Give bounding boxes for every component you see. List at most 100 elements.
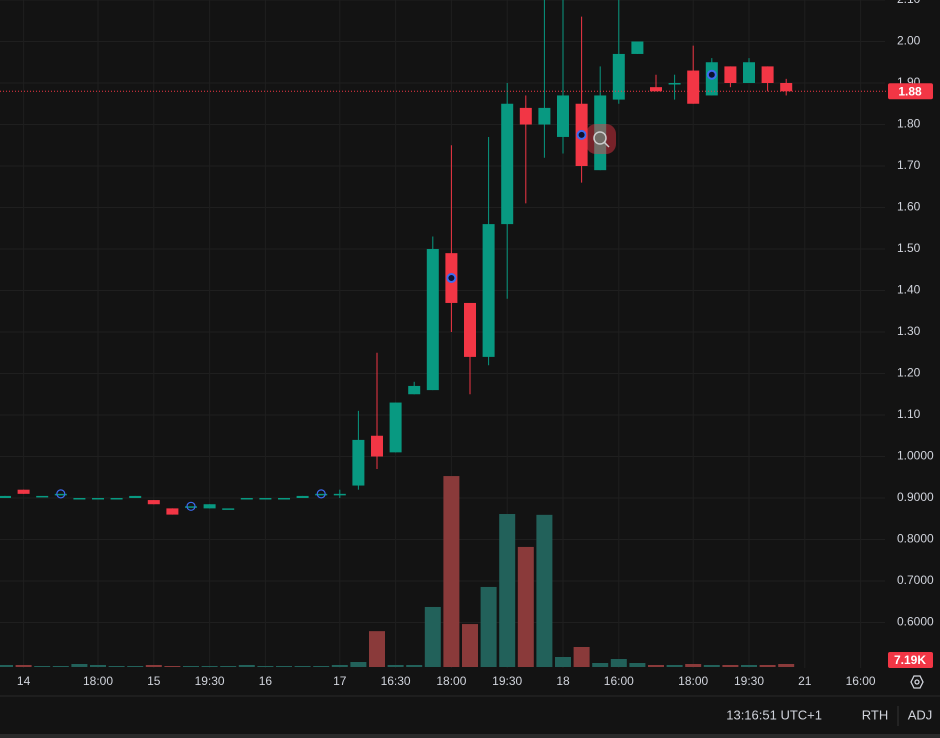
volume-bar <box>592 662 609 667</box>
candle-body <box>17 489 30 494</box>
y-tick-label: 1.50 <box>897 241 921 255</box>
volume-bar <box>294 665 311 667</box>
y-tick-label: 1.60 <box>897 200 921 214</box>
candle-body <box>650 87 662 92</box>
volume-bar <box>462 624 478 667</box>
x-tick-label: 18:00 <box>678 674 708 688</box>
volume-layer <box>0 476 795 667</box>
y-tick-label: 0.6000 <box>897 615 934 629</box>
zoom-bubble[interactable] <box>586 124 616 154</box>
x-tick-label: 21 <box>798 674 812 688</box>
volume-bar <box>610 658 627 667</box>
volume-bar <box>164 665 181 667</box>
last-price-label: 1.88 <box>898 84 922 98</box>
candle-body <box>389 402 402 453</box>
volume-bar <box>127 665 144 667</box>
candle-body <box>780 83 793 92</box>
candle-body <box>333 493 346 496</box>
candle-body <box>538 107 551 125</box>
y-tick-label: 1.40 <box>897 283 921 297</box>
volume-bar <box>703 664 720 667</box>
y-tick-label: 1.70 <box>897 158 921 172</box>
candle-body <box>668 83 681 85</box>
grid <box>0 0 885 668</box>
volume-bar <box>15 664 32 667</box>
settings-icon[interactable] <box>910 675 924 689</box>
volume-bar <box>201 665 218 667</box>
volume-bar <box>90 664 106 667</box>
candle-body <box>519 107 532 125</box>
volume-bar <box>629 662 646 667</box>
candle-body <box>240 498 253 500</box>
volume-bar <box>387 664 404 667</box>
volume-bar <box>183 665 199 667</box>
y-tick-label: 2.00 <box>897 34 921 48</box>
y-tick-label: 1.10 <box>897 407 921 421</box>
x-tick-label: 16:30 <box>381 674 411 688</box>
x-tick-label: 19:30 <box>195 674 225 688</box>
bottom-edge <box>0 734 940 738</box>
x-tick-label: 17 <box>333 674 347 688</box>
y-tick-label: 0.9000 <box>897 490 934 504</box>
candle-body <box>147 500 160 505</box>
volume-bar <box>480 586 497 667</box>
candle-body <box>54 493 67 496</box>
candle-layer <box>0 0 793 515</box>
volume-bar <box>722 664 739 667</box>
volume-bar <box>443 476 460 667</box>
candle-body <box>110 498 123 500</box>
volume-bar <box>71 663 88 667</box>
candle-body <box>129 495 142 498</box>
volume-bar <box>145 664 162 667</box>
event-marker <box>446 273 457 284</box>
candle-body <box>0 495 11 498</box>
candle-body <box>501 103 514 225</box>
volume-bar <box>666 664 683 667</box>
x-tick-label: 14 <box>17 674 31 688</box>
candle-body <box>612 53 625 100</box>
last-volume-label: 7.19K <box>894 653 926 667</box>
candle-body <box>185 506 197 508</box>
event-marker <box>706 69 717 80</box>
event-marker <box>186 501 196 511</box>
x-tick-label: 18:00 <box>436 674 466 688</box>
candle-body <box>352 439 365 486</box>
volume-bar <box>741 664 757 667</box>
volume-bar <box>499 514 516 667</box>
candle-body <box>557 95 569 137</box>
candle-body <box>743 62 755 83</box>
candle-body <box>482 224 495 357</box>
volume-bar <box>331 664 348 667</box>
candle-body <box>259 498 272 500</box>
candle-body <box>631 41 644 54</box>
clock[interactable]: 13:16:51 UTC+1 <box>726 707 822 722</box>
candle-body <box>761 66 774 83</box>
volume-bar <box>648 664 664 667</box>
volume-bar <box>369 631 385 667</box>
event-marker <box>576 129 587 140</box>
candle-body <box>315 493 328 496</box>
volume-bar <box>276 665 292 667</box>
volume-bar <box>685 663 702 667</box>
candle-body <box>594 95 607 171</box>
volume-bar <box>406 664 423 667</box>
volume-bar <box>536 514 553 667</box>
candle-body <box>371 435 383 457</box>
adjust-toggle[interactable]: ADJ <box>908 707 933 722</box>
volume-bar <box>34 665 51 667</box>
volume-bar <box>573 646 590 667</box>
volume-bar <box>424 606 441 667</box>
candle-body <box>426 249 439 391</box>
event-marker <box>316 489 326 499</box>
session-toggle[interactable]: RTH <box>862 707 888 722</box>
y-tick-label: 1.30 <box>897 324 921 338</box>
volume-bar <box>220 665 237 667</box>
x-tick-label: 15 <box>147 674 161 688</box>
volume-bar <box>350 661 367 667</box>
event-marker <box>56 489 66 499</box>
candle-body <box>296 495 309 498</box>
candle-body <box>203 504 216 509</box>
x-tick-label: 19:30 <box>734 674 764 688</box>
